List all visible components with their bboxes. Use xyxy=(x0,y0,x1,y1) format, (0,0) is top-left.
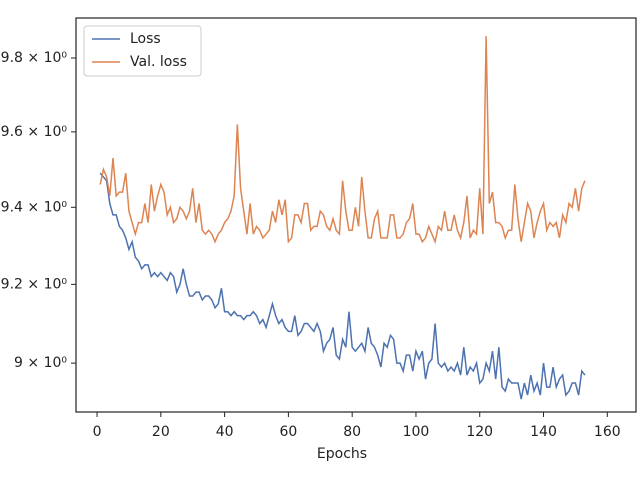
x-tick-label: 0 xyxy=(93,424,102,440)
x-tick-label: 60 xyxy=(279,424,297,440)
line-series xyxy=(99,172,586,400)
line-series xyxy=(99,36,586,245)
x-tick-label: 120 xyxy=(466,424,493,440)
x-tick-label: 20 xyxy=(152,424,170,440)
y-tick-label: 9.2 × 10⁰ xyxy=(1,276,68,292)
x-tick-label: 40 xyxy=(216,424,234,440)
x-tick-label: 140 xyxy=(530,424,557,440)
x-axis-label: Epochs xyxy=(317,446,367,462)
plot-frame xyxy=(75,17,637,413)
x-tick-label: 160 xyxy=(594,424,621,440)
legend-label: Val. loss xyxy=(130,54,187,70)
y-tick-label: 9.8 × 10⁰ xyxy=(1,50,68,66)
x-tick-label: 100 xyxy=(403,424,430,440)
y-tick-label: 9.6 × 10⁰ xyxy=(1,124,68,140)
y-tick-label: 9 × 10⁰ xyxy=(14,355,67,371)
legend-label: Loss xyxy=(130,31,161,47)
y-tick-label: 9.4 × 10⁰ xyxy=(1,199,68,215)
x-tick-label: 80 xyxy=(343,424,361,440)
